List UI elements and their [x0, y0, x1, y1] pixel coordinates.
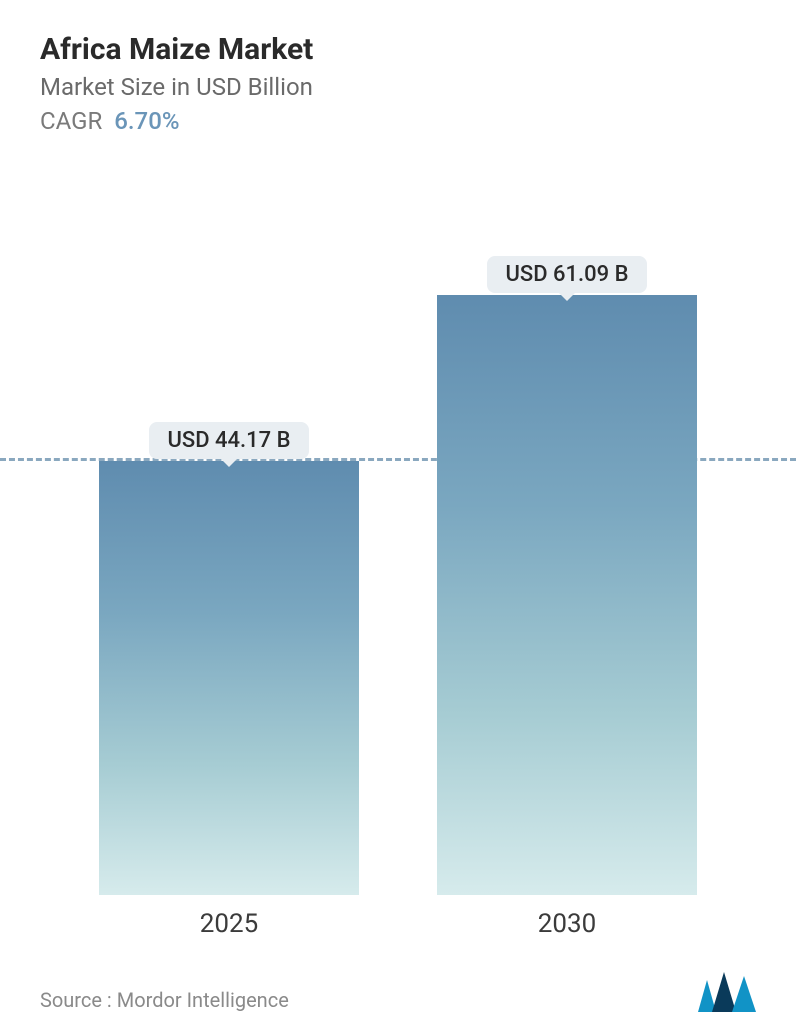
x-label-2025: 2025 [99, 909, 359, 939]
cagr-row: CAGR 6.70% [40, 107, 756, 135]
brand-logo-icon [698, 972, 756, 1012]
chart-footer: Source : Mordor Intelligence [40, 972, 756, 1012]
bar-2025 [99, 461, 359, 895]
cagr-label: CAGR [40, 107, 102, 135]
chart-subtitle: Market Size in USD Billion [40, 73, 756, 101]
chart-title: Africa Maize Market [40, 32, 756, 67]
source-text: Source : Mordor Intelligence [40, 988, 289, 1012]
cagr-value: 6.70% [114, 107, 179, 135]
bar-2030 [437, 295, 697, 895]
bar-value-label: USD 44.17 B [149, 422, 308, 459]
chart-area: USD 44.17 B USD 61.09 B [40, 155, 756, 895]
bar-group-2030: USD 61.09 B [437, 256, 697, 895]
x-label-2030: 2030 [437, 909, 697, 939]
bars-group: USD 44.17 B USD 61.09 B [40, 155, 756, 895]
bar-value-label: USD 61.09 B [487, 256, 646, 293]
bar-group-2025: USD 44.17 B [99, 422, 359, 895]
x-axis-labels: 2025 2030 [40, 895, 756, 939]
chart-container: Africa Maize Market Market Size in USD B… [0, 0, 796, 1034]
